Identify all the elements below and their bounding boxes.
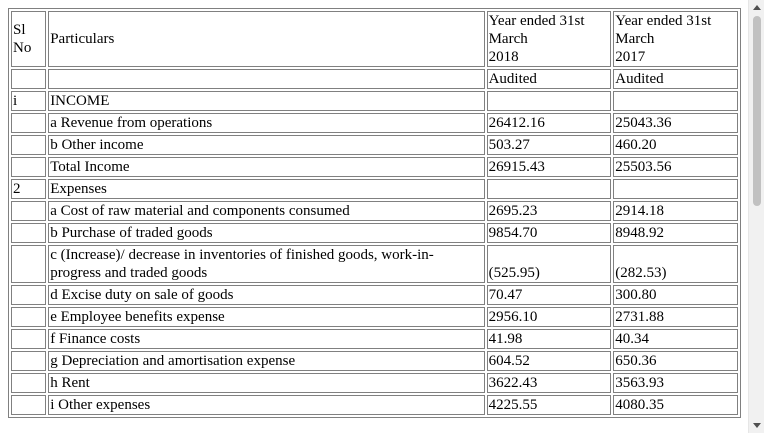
row-value-2017: 4080.35: [613, 395, 738, 415]
table-subheader-row: Audited Audited: [11, 69, 738, 89]
table-row: a Cost of raw material and components co…: [11, 201, 738, 221]
row-sl-no: [11, 285, 47, 305]
row-particulars-line: progress and traded goods: [50, 265, 208, 281]
row-value-2018: 4225.55: [486, 395, 612, 415]
subheader-audited-2018: Audited: [486, 69, 612, 89]
table-row: e Employee benefits expense 2956.10 2731.8…: [11, 307, 738, 327]
subheader-audited-2017: Audited: [613, 69, 738, 89]
row-value-2018: 503.27: [486, 135, 612, 155]
row-particulars: a Revenue from operations: [48, 113, 485, 133]
row-sl-no: [11, 135, 47, 155]
row-sl-no: [11, 373, 47, 393]
row-value-2018: (525.95): [486, 245, 612, 283]
table-row: Total Income 26915.43 25503.56: [11, 157, 738, 177]
header-year-2017-line: 2017: [615, 49, 646, 65]
row-particulars: b Purchase of traded goods: [48, 223, 485, 243]
row-particulars: g Depreciation and amortisation expense: [48, 351, 485, 371]
table-row: c (Increase)/ decrease in inventories of…: [11, 245, 738, 283]
header-year-2017-line: Year ended 31st: [615, 13, 712, 29]
header-sl-no: Sl No: [11, 11, 47, 67]
row-value-2017: 2914.18: [613, 201, 738, 221]
header-particulars: Particulars: [48, 11, 485, 67]
scroll-up-arrow-icon[interactable]: [749, 0, 764, 16]
row-sl-no: [11, 245, 47, 283]
table-row: b Purchase of traded goods 9854.70 8948.92: [11, 223, 738, 243]
row-sl-no: 2: [11, 179, 47, 199]
row-sl-no: [11, 113, 47, 133]
table-header-row: Sl No Particulars Year ended 31st March …: [11, 11, 738, 67]
table-row: a Revenue from operations 26412.16 25043.3…: [11, 113, 738, 133]
table-row: d Excise duty on sale of goods 70.47 300.8…: [11, 285, 738, 305]
row-sl-no: [11, 157, 47, 177]
row-particulars: h Rent: [48, 373, 485, 393]
header-year-2018: Year ended 31st March 2018: [486, 11, 612, 67]
vertical-scrollbar[interactable]: [748, 0, 764, 433]
header-year-2017-line: March: [615, 31, 655, 47]
row-value-2018: [486, 179, 612, 199]
row-value-2017: 25043.36: [613, 113, 738, 133]
row-value-2017: 2731.88: [613, 307, 738, 327]
row-value-2017: 3563.93: [613, 373, 738, 393]
document-viewport: Sl No Particulars Year ended 31st March …: [8, 8, 741, 418]
row-value-2017: 25503.56: [613, 157, 738, 177]
row-particulars: INCOME: [48, 91, 485, 111]
row-value-2018: 2695.23: [486, 201, 612, 221]
row-particulars: a Cost of raw material and components co…: [48, 201, 485, 221]
subheader-empty-particulars: [48, 69, 485, 89]
row-value-2017: [613, 91, 738, 111]
table-row: h Rent 3622.43 3563.93: [11, 373, 738, 393]
row-particulars: d Excise duty on sale of goods: [48, 285, 485, 305]
financial-results-table: Sl No Particulars Year ended 31st March …: [8, 8, 741, 418]
scrollbar-thumb[interactable]: [753, 16, 761, 206]
row-sl-no: [11, 395, 47, 415]
table-row: i Other expenses 4225.55 4080.35: [11, 395, 738, 415]
row-value-2017: 650.36: [613, 351, 738, 371]
row-value-2018: 70.47: [486, 285, 612, 305]
row-value-2018: 41.98: [486, 329, 612, 349]
row-value-2018: 26915.43: [486, 157, 612, 177]
row-particulars: f Finance costs: [48, 329, 485, 349]
row-value-2018: 2956.10: [486, 307, 612, 327]
row-value-2017: (282.53): [613, 245, 738, 283]
table-row: b Other income 503.27 460.20: [11, 135, 738, 155]
header-year-2017: Year ended 31st March 2017: [613, 11, 738, 67]
row-value-2018: 26412.16: [486, 113, 612, 133]
header-year-2018-line: 2018: [488, 49, 519, 65]
table-row: g Depreciation and amortisation expense 6…: [11, 351, 738, 371]
table-row: i INCOME: [11, 91, 738, 111]
scroll-down-arrow-icon[interactable]: [749, 417, 764, 433]
row-sl-no: [11, 329, 47, 349]
row-particulars: c (Increase)/ decrease in inventories of…: [48, 245, 485, 283]
row-value-2018: 3622.43: [486, 373, 612, 393]
row-particulars: Expenses: [48, 179, 485, 199]
row-value-2018: 604.52: [486, 351, 612, 371]
row-particulars: i Other expenses: [48, 395, 485, 415]
row-value-2017: 8948.92: [613, 223, 738, 243]
table-row: 2 Expenses: [11, 179, 738, 199]
table-row: f Finance costs 41.98 40.34: [11, 329, 738, 349]
row-sl-no: [11, 201, 47, 221]
row-value-2018: 9854.70: [486, 223, 612, 243]
header-year-2018-line: Year ended 31st: [488, 13, 585, 29]
row-particulars: e Employee benefits expense: [48, 307, 485, 327]
row-sl-no: [11, 223, 47, 243]
row-value-2017: 460.20: [613, 135, 738, 155]
row-value-2017: [613, 179, 738, 199]
row-sl-no: i: [11, 91, 47, 111]
row-sl-no: [11, 351, 47, 371]
row-particulars-line: c (Increase)/ decrease in inventories of…: [50, 247, 434, 263]
row-particulars: Total Income: [48, 157, 485, 177]
row-value-2018: [486, 91, 612, 111]
row-value-2017: 300.80: [613, 285, 738, 305]
row-sl-no: [11, 307, 47, 327]
subheader-empty-sl: [11, 69, 47, 89]
header-year-2018-line: March: [488, 31, 528, 47]
row-value-2017: 40.34: [613, 329, 738, 349]
row-particulars: b Other income: [48, 135, 485, 155]
